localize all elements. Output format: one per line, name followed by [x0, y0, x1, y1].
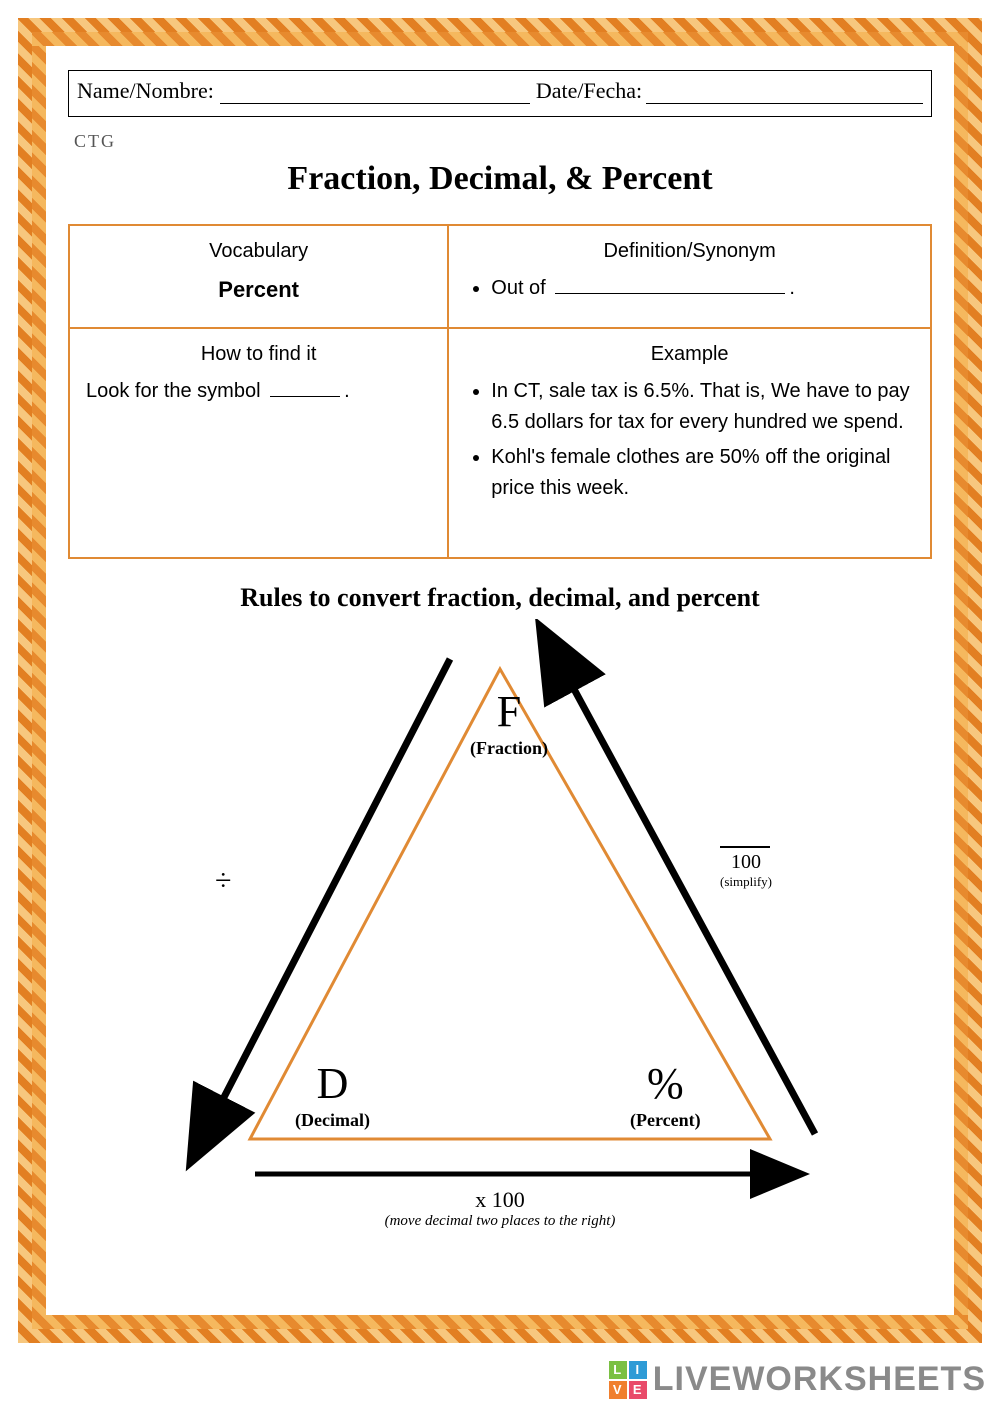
page-title: Fraction, Decimal, & Percent — [68, 160, 932, 198]
rules-title: Rules to convert fraction, decimal, and … — [68, 583, 932, 613]
name-date-row: Name/Nombre: Date/Fecha: — [68, 70, 932, 117]
vocab-head: Vocabulary — [86, 236, 431, 267]
badge-v: V — [609, 1381, 627, 1399]
vertex-right: % (Percent) — [630, 1059, 701, 1130]
right-edge-top: 100 — [720, 851, 772, 874]
corner-tag: CTG — [74, 131, 932, 152]
conversion-triangle-diagram: F (Fraction) D (Decimal) % (Percent) ÷ 1… — [120, 619, 880, 1239]
howto-head: How to find it — [86, 339, 431, 370]
howto-blank[interactable] — [270, 376, 340, 397]
definition-bullet: Out of . — [491, 273, 914, 304]
right-edge-label: 100 (simplify) — [720, 851, 772, 890]
badge-l: L — [609, 1361, 627, 1379]
left-edge-label: ÷ — [215, 864, 231, 898]
vertex-left-word: (Decimal) — [295, 1110, 370, 1131]
worksheet-page: Name/Nombre: Date/Fecha: CTG Fraction, D… — [50, 50, 950, 1313]
howto-text: Look for the symbol . — [86, 376, 431, 407]
example-bullet-2: Kohl's female clothes are 50% off the or… — [491, 442, 914, 504]
badge-i: I — [629, 1361, 647, 1379]
definition-head: Definition/Synonym — [465, 236, 914, 267]
example-bullet-1: In CT, sale tax is 6.5%. That is, We hav… — [491, 376, 914, 438]
cell-vocabulary: Vocabulary Percent — [69, 225, 448, 328]
vertex-left: D (Decimal) — [295, 1059, 370, 1130]
vertex-top-letter: F — [470, 687, 548, 738]
bottom-edge-main: x 100 — [120, 1187, 880, 1213]
bottom-edge-sub: (move decimal two places to the right) — [120, 1213, 880, 1230]
definition-suffix: . — [789, 277, 795, 299]
definition-blank[interactable] — [555, 273, 785, 294]
vertex-top-word: (Fraction) — [470, 738, 548, 759]
watermark-text: LIVEWORKSHEETS — [653, 1360, 986, 1399]
right-edge-bottom: (simplify) — [720, 874, 772, 890]
vertex-right-letter: % — [630, 1059, 701, 1110]
vertex-left-letter: D — [295, 1059, 370, 1110]
vertex-right-word: (Percent) — [630, 1110, 701, 1131]
name-blank[interactable] — [220, 81, 530, 104]
vocab-table: Vocabulary Percent Definition/Synonym Ou… — [68, 224, 932, 559]
watermark: L I V E LIVEWORKSHEETS — [609, 1360, 986, 1399]
date-label: Date/Fecha: — [536, 78, 642, 104]
howto-suffix: . — [344, 380, 350, 402]
cell-howto: How to find it Look for the symbol . — [69, 328, 448, 558]
howto-prefix: Look for the symbol — [86, 380, 261, 402]
date-blank[interactable] — [646, 81, 923, 104]
cell-example: Example In CT, sale tax is 6.5%. That is… — [448, 328, 931, 558]
badge-e: E — [629, 1381, 647, 1399]
bottom-edge-label: x 100 (move decimal two places to the ri… — [120, 1187, 880, 1230]
cell-definition: Definition/Synonym Out of . — [448, 225, 931, 328]
name-label: Name/Nombre: — [77, 78, 214, 104]
vertex-top: F (Fraction) — [470, 687, 548, 758]
definition-prefix: Out of — [491, 277, 545, 299]
watermark-badge: L I V E — [609, 1361, 647, 1399]
example-head: Example — [465, 339, 914, 370]
vocab-value: Percent — [86, 273, 431, 307]
